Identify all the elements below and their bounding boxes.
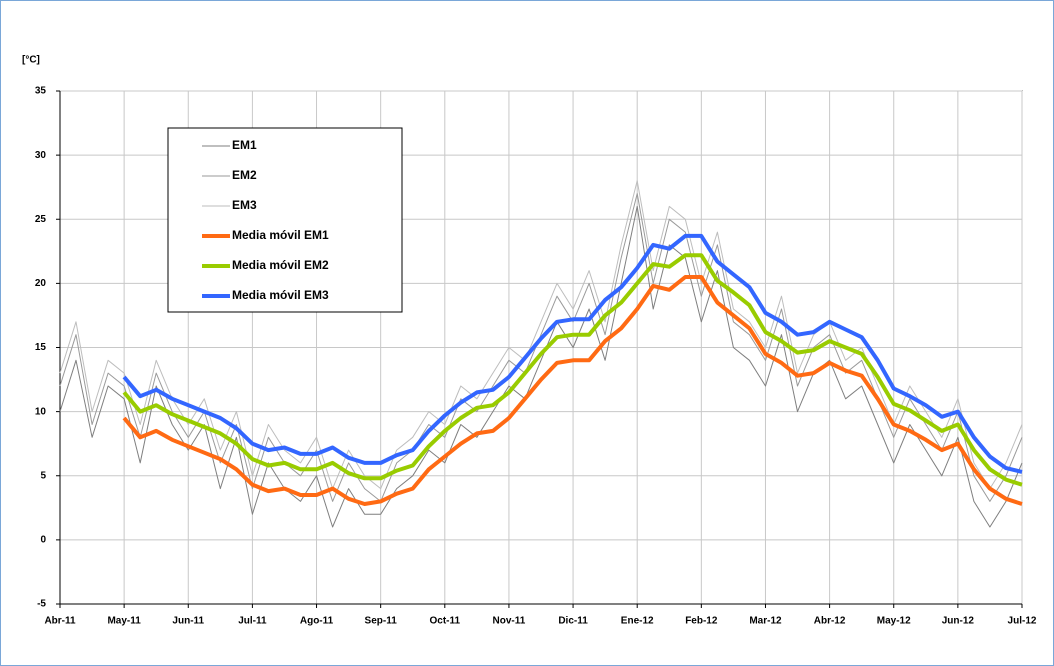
series-line	[59, 205, 1023, 528]
x-tick-label: Jul-12	[1008, 616, 1037, 627]
legend-label: EM3	[232, 198, 257, 212]
x-tick-label: Ene-12	[621, 616, 654, 627]
legend-label: Media móvil EM1	[232, 228, 329, 242]
series-line	[59, 193, 1023, 502]
y-tick-label: -5	[37, 599, 46, 610]
series-line	[122, 233, 1023, 474]
series-line	[122, 275, 1023, 506]
legend-label: EM1	[232, 138, 257, 152]
x-tick-label: Dic-11	[558, 616, 588, 627]
y-axis-label: [°C]	[22, 55, 40, 66]
legend-label: Media móvil EM2	[232, 258, 329, 272]
x-tick-label: Mar-12	[749, 616, 782, 627]
legend-label: EM2	[232, 168, 257, 182]
series-line	[122, 253, 1023, 487]
y-tick-label: 20	[35, 278, 47, 289]
x-tick-label: Jun-11	[172, 616, 204, 627]
x-tick-label: Ago-11	[300, 616, 334, 627]
x-tick-label: Jun-12	[942, 616, 975, 627]
x-tick-label: May-11	[107, 616, 141, 627]
y-tick-label: 30	[35, 150, 47, 161]
x-tick-label: Oct-11	[430, 616, 461, 627]
y-tick-label: 25	[35, 214, 47, 225]
y-tick-label: 15	[35, 342, 47, 353]
x-tick-label: Jul-11	[238, 616, 267, 627]
series-line	[59, 180, 1023, 490]
x-tick-label: Abr-12	[814, 616, 846, 627]
y-tick-label: 0	[40, 535, 46, 546]
x-tick-label: May-12	[877, 616, 911, 627]
x-tick-label: Feb-12	[685, 616, 718, 627]
x-tick-label: Sep-11	[365, 616, 398, 627]
y-tick-label: 35	[35, 86, 47, 97]
x-tick-label: Nov-11	[493, 616, 526, 627]
x-tick-label: Abr-11	[44, 616, 76, 627]
y-tick-label: 10	[35, 406, 47, 417]
legend-box	[167, 127, 403, 313]
legend: EM1 EM2 EM3 Media móvil EM1 Media móvil EM2 M…	[167, 127, 403, 313]
legend-label: Media móvil EM3	[232, 288, 329, 302]
y-tick-label: 5	[40, 470, 46, 481]
